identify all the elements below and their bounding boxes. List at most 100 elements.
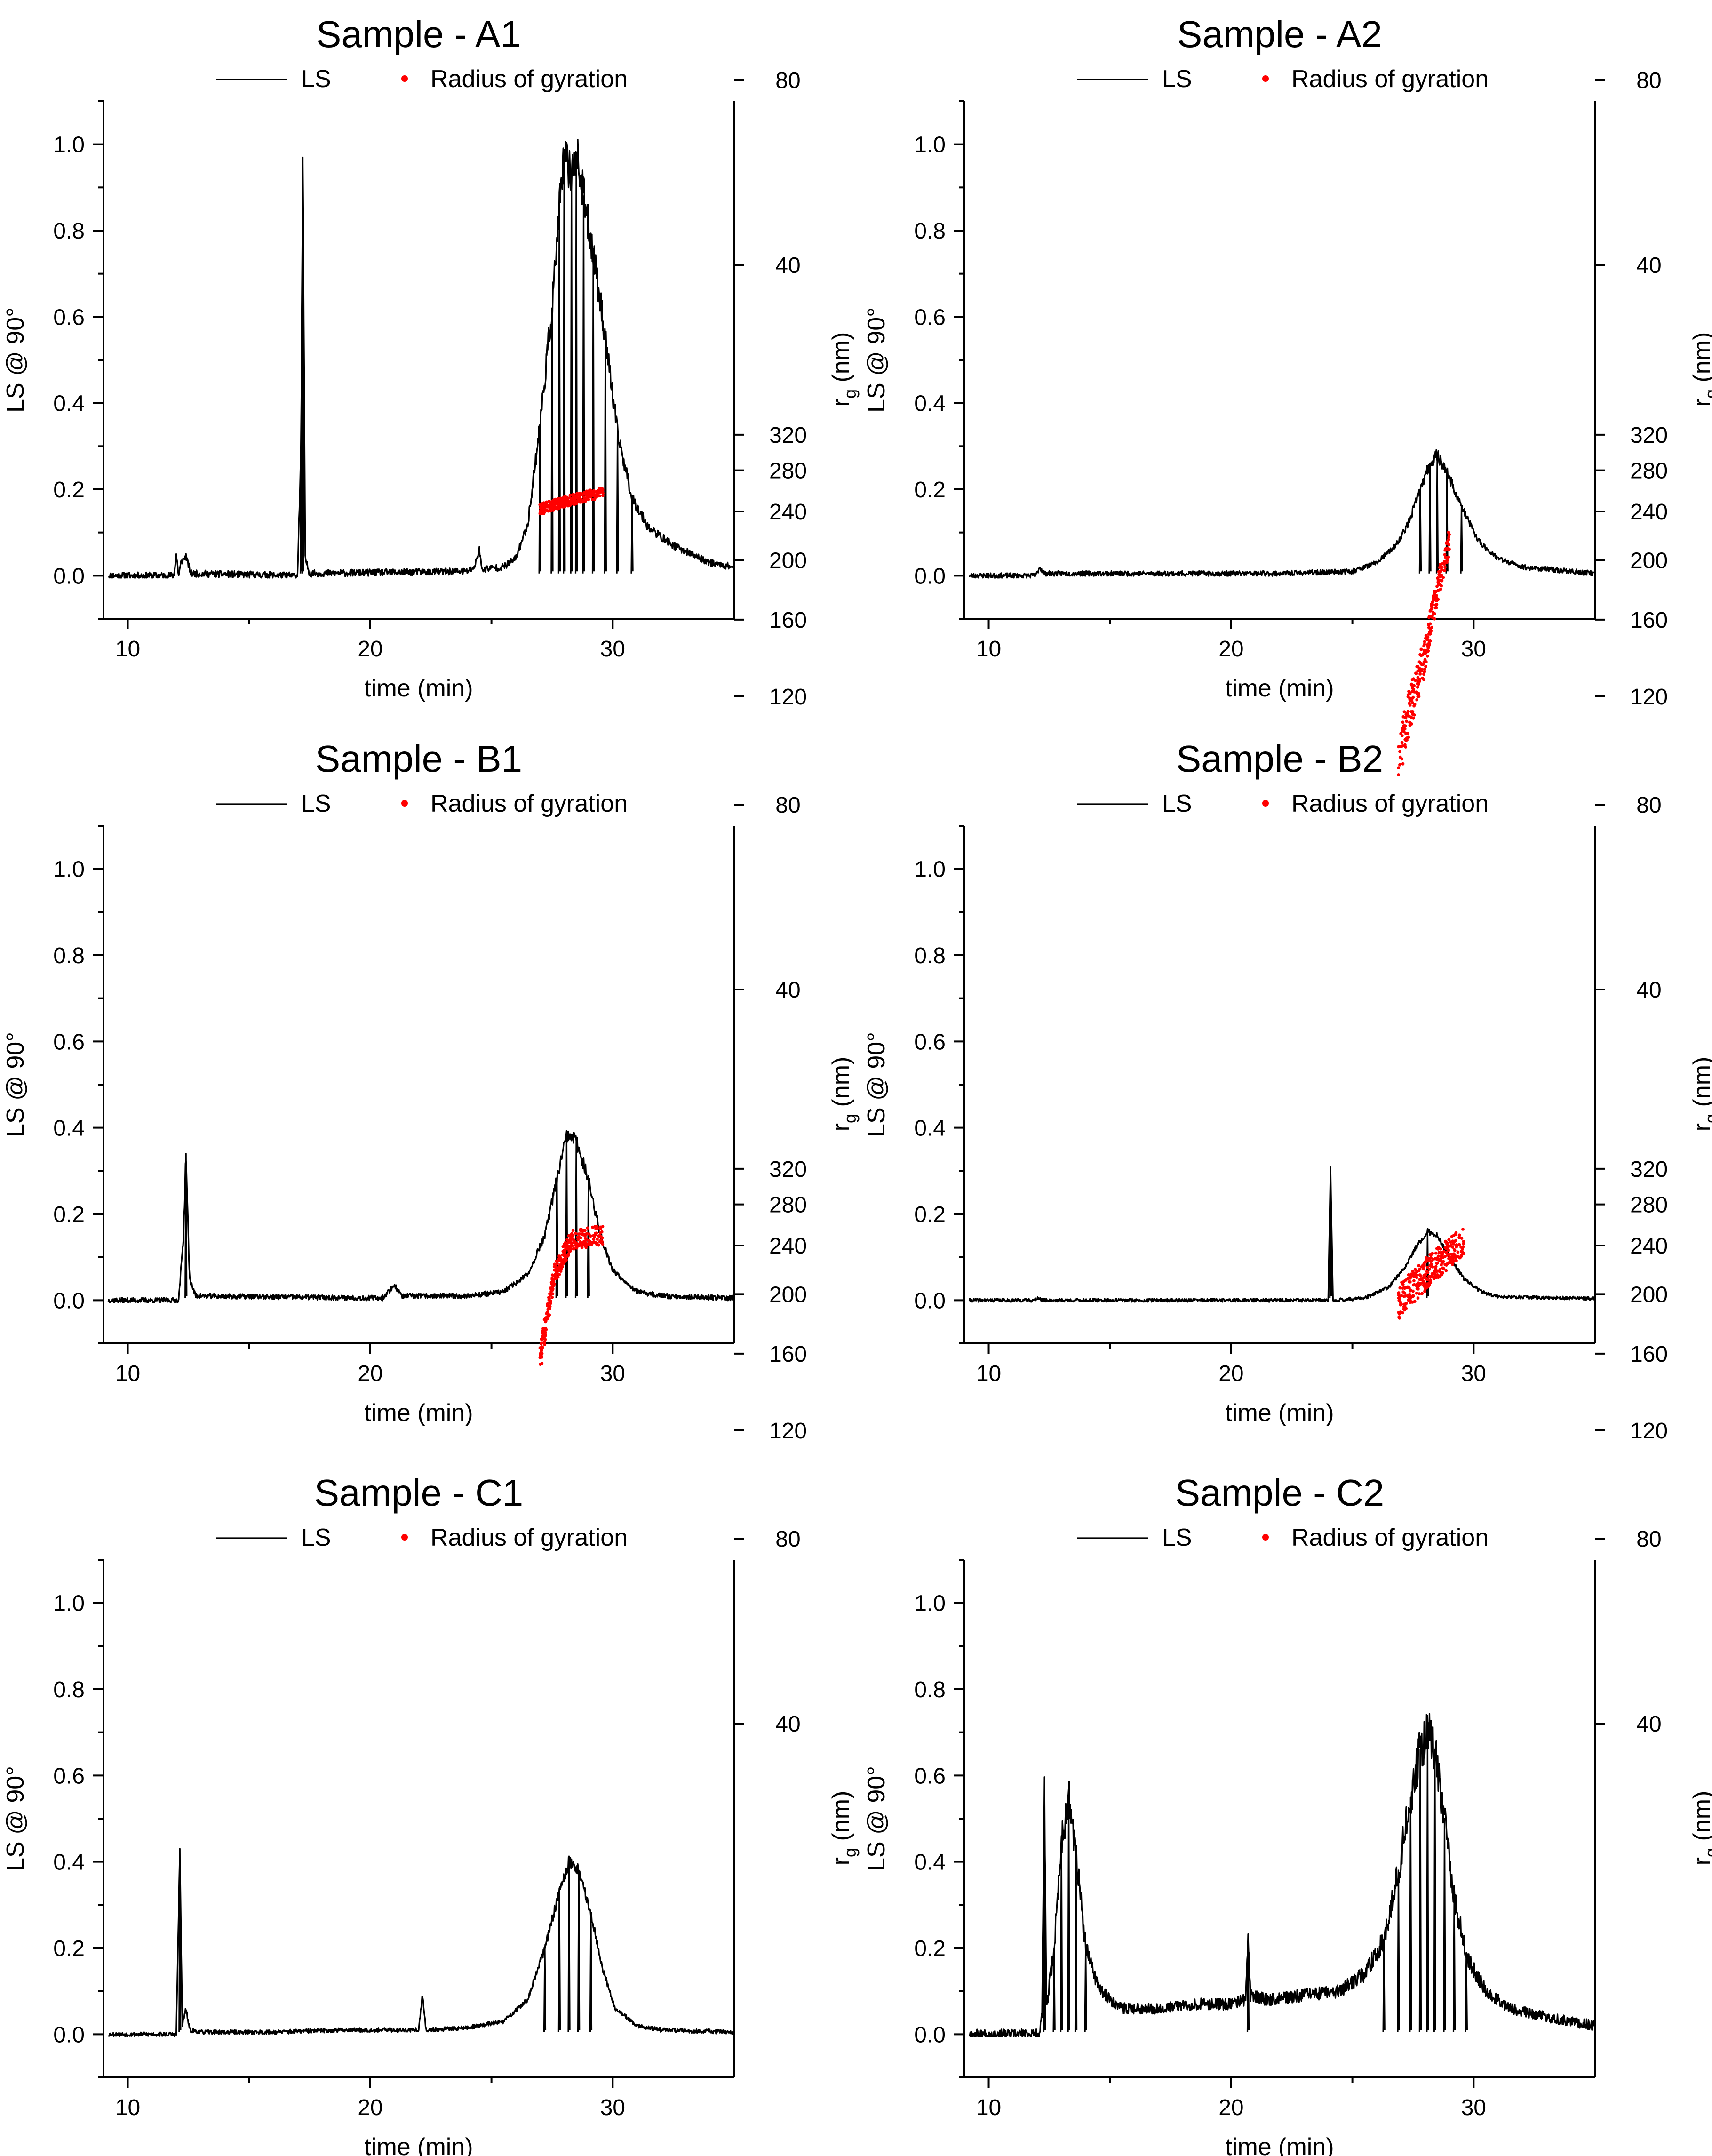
- rg-point: [549, 506, 552, 510]
- rg-point: [1425, 660, 1428, 663]
- rg-point: [589, 1234, 592, 1238]
- y-tick-label: 0.4: [914, 1850, 946, 1875]
- rg-point: [568, 1239, 572, 1243]
- y-tick-label: 0.0: [53, 2022, 85, 2047]
- x-axis-label: time (min): [364, 1399, 473, 1427]
- y2-tick-label: 280: [769, 1193, 807, 1218]
- rg-point: [1446, 539, 1450, 543]
- y2-tick-label: 160: [769, 1342, 807, 1367]
- rg-point: [1438, 1258, 1441, 1262]
- rg-point: [539, 1353, 542, 1357]
- rg-point: [1430, 1272, 1434, 1276]
- x-axis-label: time (min): [1225, 675, 1334, 702]
- rg-point: [1425, 655, 1429, 658]
- rg-point: [559, 1270, 563, 1273]
- chart-title: Sample - B1: [315, 738, 522, 780]
- rg-point: [561, 1245, 565, 1248]
- rg-point: [1428, 1275, 1432, 1279]
- y-tick-label: 0.8: [914, 943, 946, 968]
- rg-point: [581, 1233, 584, 1236]
- rg-point: [1406, 1294, 1410, 1298]
- rg-point: [1446, 548, 1449, 551]
- rg-point: [538, 1346, 542, 1350]
- x-tick-label: 30: [600, 1361, 625, 1386]
- rg-point: [1397, 773, 1401, 776]
- rg-point: [551, 1292, 555, 1296]
- rg-point: [1454, 1233, 1457, 1237]
- rg-point: [594, 1231, 597, 1235]
- rg-point: [561, 498, 564, 502]
- y2-tick-label: 280: [1630, 459, 1668, 484]
- rg-point: [1418, 672, 1422, 676]
- rg-point: [1439, 563, 1442, 566]
- y2-axis-label: rg (nm): [1688, 1791, 1712, 1866]
- rg-point: [1430, 602, 1433, 606]
- rg-point: [1446, 556, 1450, 559]
- rg-point: [560, 503, 564, 506]
- rg-point: [1418, 670, 1422, 673]
- rg-point: [1397, 766, 1401, 769]
- ls-trace: [107, 1848, 734, 2037]
- rg-point: [1448, 1255, 1452, 1259]
- rg-point: [598, 1234, 601, 1238]
- rg-point: [1429, 1253, 1433, 1257]
- rg-point: [1417, 1292, 1421, 1295]
- y-tick-label: 0.2: [53, 1936, 85, 1961]
- rg-point: [1459, 1246, 1463, 1249]
- rg-point: [547, 1298, 551, 1302]
- rg-point: [540, 1362, 544, 1365]
- rg-point: [1401, 762, 1405, 766]
- rg-point: [1446, 542, 1450, 546]
- rg-point: [1414, 679, 1417, 682]
- y2-tick-label: 40: [1636, 1712, 1661, 1737]
- rg-point: [549, 1294, 552, 1297]
- y-tick-label: 1.0: [53, 1591, 85, 1616]
- rg-point: [1417, 682, 1420, 686]
- rg-point: [1411, 1270, 1415, 1273]
- rg-point: [579, 497, 583, 501]
- rg-point: [1451, 1253, 1455, 1257]
- rg-point: [1415, 672, 1418, 676]
- rg-point: [1404, 716, 1408, 720]
- rg-point: [579, 1236, 582, 1240]
- ls-trace: [968, 1713, 1596, 2037]
- rg-point: [1426, 623, 1430, 626]
- rg-point: [1420, 1278, 1424, 1281]
- rg-point: [1415, 698, 1419, 702]
- chart-panel: Sample - A1 LS Radius of gyration 10 20 30 0.0…: [2, 13, 860, 702]
- rg-point: [1428, 1257, 1432, 1261]
- y-tick-label: 0.2: [914, 1936, 946, 1961]
- rg-point: [1423, 667, 1426, 671]
- x-axis-label: time (min): [364, 2133, 473, 2156]
- y2-tick-label: 40: [1636, 253, 1661, 278]
- rg-point: [1445, 1263, 1448, 1267]
- rg-point: [1433, 1272, 1437, 1276]
- rg-point: [1411, 1289, 1415, 1293]
- rg-point: [541, 1338, 544, 1342]
- rg-point: [1458, 1256, 1462, 1260]
- rg-point: [1426, 635, 1430, 639]
- y2-tick-label: 280: [1630, 1193, 1668, 1218]
- rg-point: [586, 1226, 589, 1230]
- rg-point: [1438, 573, 1441, 576]
- rg-point: [545, 500, 549, 504]
- rg-point: [1459, 1250, 1463, 1253]
- x-axis-label: time (min): [364, 675, 473, 702]
- y2-tick-label: 40: [1636, 978, 1661, 1003]
- rg-point: [581, 493, 584, 496]
- y2-tick-label: 200: [1630, 548, 1668, 573]
- rg-point: [544, 1328, 548, 1332]
- rg-point: [1419, 1282, 1423, 1286]
- rg-point: [541, 1334, 544, 1338]
- rg-point: [1417, 1269, 1421, 1273]
- rg-point: [550, 1289, 553, 1293]
- rg-point: [541, 511, 545, 515]
- rg-point: [1447, 1238, 1451, 1242]
- rg-point: [592, 491, 596, 494]
- rg-point: [1401, 727, 1405, 730]
- rg-point: [550, 1276, 554, 1280]
- rg-point: [1423, 1287, 1427, 1291]
- rg-point: [1425, 1282, 1429, 1286]
- rg-point: [1446, 1246, 1449, 1249]
- y2-tick-label: 40: [775, 253, 800, 278]
